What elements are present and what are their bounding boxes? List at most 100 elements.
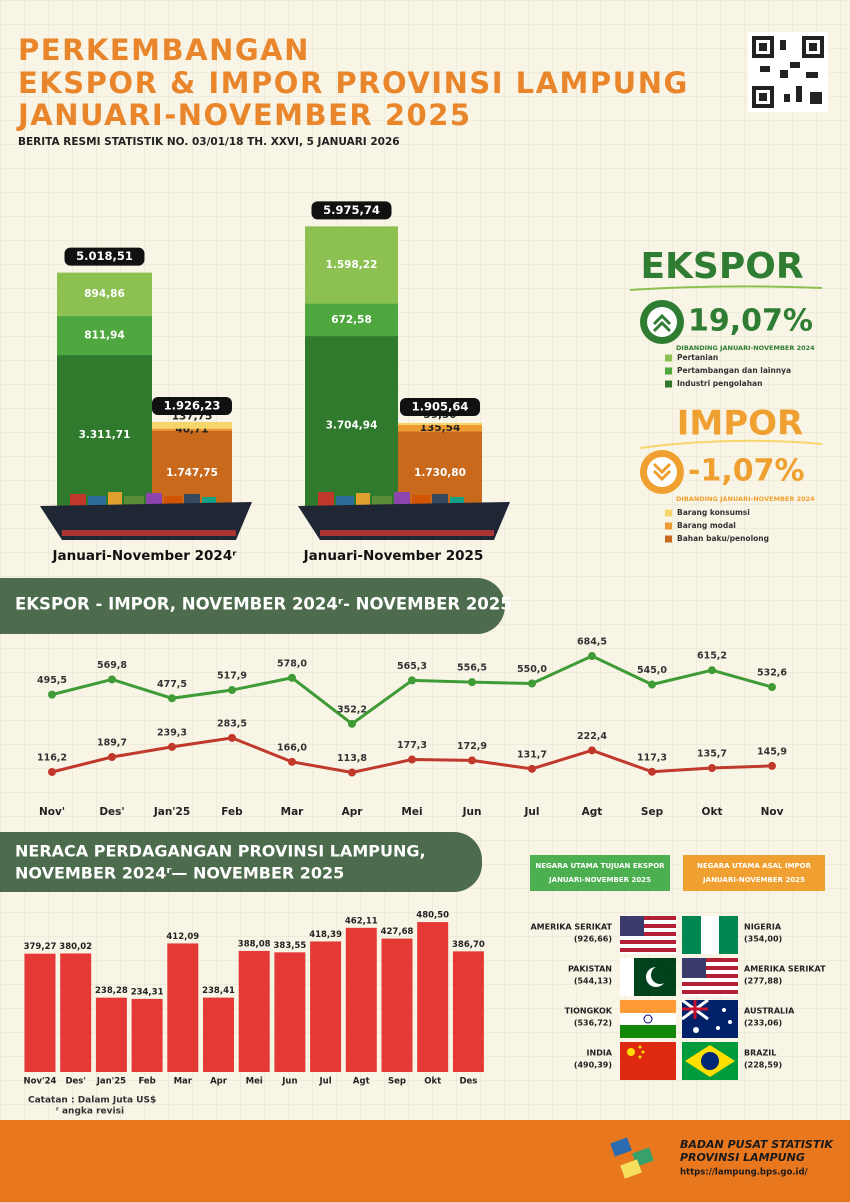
value-label: 383,55	[273, 941, 306, 951]
total-badge	[311, 201, 392, 220]
bar	[60, 953, 92, 1072]
point	[168, 694, 176, 703]
x-tick-label: Des	[459, 1077, 477, 1087]
bar	[310, 941, 342, 1072]
value-label: 177,3	[397, 740, 427, 751]
value-label: 569,8	[97, 660, 127, 671]
bar	[24, 953, 56, 1072]
chart-title: EKSPOR - IMPOR, NOVEMBER 2024ʳ- NOVEMBER…	[15, 595, 512, 614]
logo	[610, 1137, 654, 1179]
bar	[452, 951, 484, 1072]
country-name: AMERIKA SERIKAT	[744, 965, 826, 974]
point	[348, 719, 356, 728]
value-label: 412,09	[166, 932, 199, 942]
bar-segment	[57, 315, 152, 356]
x-tick-label: Sep	[388, 1077, 406, 1087]
country-value: (490,39)	[574, 1061, 612, 1070]
value-label: 495,5	[37, 675, 67, 686]
value-label: 135,7	[697, 749, 727, 760]
value-label: 352,2	[337, 704, 367, 715]
comparison: DIBANDING JANUARI-NOVEMBER 2024	[676, 344, 815, 352]
segment-label: 3.704,94	[326, 420, 378, 432]
total-label: 5.975,74	[323, 203, 380, 217]
summary-title: IMPOR	[677, 404, 804, 444]
value-label: 239,3	[157, 727, 187, 738]
x-tick-label: Agt	[353, 1077, 370, 1087]
value-label: 532,6	[757, 668, 787, 679]
bar	[95, 997, 127, 1072]
country-value: (926,66)	[574, 935, 612, 944]
value-label: 117,3	[637, 752, 667, 763]
value-label: 166,0	[277, 742, 307, 753]
legend-label: Pertanian	[677, 353, 718, 362]
qr-code	[748, 32, 828, 112]
value-label: 684,5	[577, 637, 607, 648]
bar	[203, 997, 234, 1072]
point	[408, 676, 416, 685]
value-label: 388,08	[238, 939, 271, 949]
point	[228, 686, 236, 695]
flag	[620, 1042, 676, 1080]
segment-label: 1.598,22	[326, 259, 378, 271]
x-tick-label: Jul	[319, 1077, 332, 1087]
point	[288, 673, 296, 682]
total-badge	[152, 396, 232, 415]
x-tick-label: Feb	[138, 1077, 155, 1087]
country-value: (277,88)	[744, 977, 782, 986]
x-tick-label: Des'	[99, 806, 124, 818]
flag	[620, 958, 676, 996]
chart-title: NOVEMBER 2024ʳ— NOVEMBER 2025	[15, 864, 344, 883]
title: EKSPOR & IMPOR PROVINSI LAMPUNG	[18, 66, 689, 100]
org-name: PROVINSI LAMPUNG	[680, 1151, 805, 1164]
x-tick-label: Jun	[462, 806, 482, 818]
country-value: (544,13)	[574, 977, 612, 986]
country-name: BRAZIL	[744, 1049, 776, 1058]
x-tick-label: Sep	[641, 806, 664, 818]
value-label: 615,2	[697, 651, 727, 662]
value-label: 480,50	[416, 911, 449, 921]
bar	[167, 943, 199, 1072]
decoration	[629, 285, 823, 291]
legend-swatch	[665, 535, 672, 543]
legend-swatch	[665, 509, 672, 517]
x-tick-label: Nov'	[39, 806, 65, 818]
legend-swatch	[665, 522, 672, 530]
bar-segment	[305, 303, 398, 337]
value-label: 113,8	[337, 753, 367, 764]
point	[48, 767, 56, 776]
total-badge	[64, 247, 145, 266]
flag	[682, 1042, 738, 1080]
value-label: 578,0	[277, 658, 307, 669]
x-tick-label: Mar	[174, 1077, 193, 1087]
total-label: 1.905,64	[412, 399, 469, 413]
change-value: 19,07%	[688, 304, 813, 339]
value-label: 418,39	[309, 930, 342, 940]
country-header-text: JANUARI-NOVEMBER 2025	[548, 876, 651, 884]
flag	[620, 916, 676, 954]
legend-label: Industri pengolahan	[677, 379, 762, 388]
x-tick-label: Feb	[221, 806, 243, 818]
value-label: 131,7	[517, 749, 547, 760]
point	[708, 764, 716, 773]
country-name: AUSTRALIA	[744, 1007, 795, 1016]
value-label: 379,27	[24, 942, 57, 952]
x-tick-label: Jan'25	[153, 806, 190, 818]
total-badge	[400, 397, 480, 416]
ship	[298, 492, 510, 540]
bar-segment	[57, 355, 152, 515]
bar	[345, 927, 377, 1072]
legend-swatch	[665, 354, 672, 362]
x-tick-label: Agt	[582, 806, 603, 818]
value-label: 386,70	[452, 940, 485, 950]
decoration	[639, 439, 823, 449]
point	[228, 733, 236, 742]
value-label: 517,9	[217, 671, 247, 682]
point	[768, 683, 776, 692]
note: ʳ angka revisi	[56, 1107, 124, 1117]
org-url: https://lampung.bps.go.id/	[680, 1168, 809, 1178]
legend-swatch	[665, 367, 672, 375]
point	[468, 678, 476, 687]
country-name: AMERIKA SERIKAT	[530, 923, 612, 932]
category-label: Januari-November 2025	[303, 548, 484, 564]
bar	[238, 950, 270, 1072]
